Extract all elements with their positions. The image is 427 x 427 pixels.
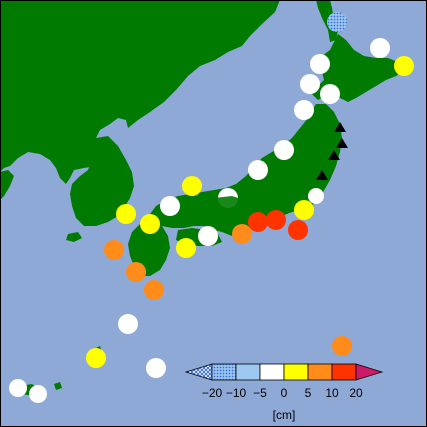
- station-tsushima: [116, 204, 136, 224]
- station-hokkaido-southwest: [300, 74, 320, 94]
- station-hokkaido-south: [320, 84, 340, 104]
- land-daito: [54, 382, 62, 390]
- triangle-marker-1: [334, 122, 346, 132]
- land-jeju: [66, 232, 82, 242]
- station-kyushu-northwest: [140, 214, 160, 234]
- land-asia-mainland: [0, 0, 280, 184]
- station-kyushu-southwest: [126, 262, 146, 282]
- station-hokkaido-west: [310, 54, 330, 74]
- station-sakishima-2: [29, 385, 47, 403]
- triangle-marker-3: [328, 150, 340, 160]
- land-hokkaido: [312, 34, 404, 102]
- station-kyushu-south: [144, 280, 164, 300]
- legend-bin-gt-20: [355, 363, 384, 381]
- station-sado: [248, 160, 268, 180]
- legend-bin-10-20: [331, 363, 357, 381]
- station-sakishima-1: [9, 379, 27, 397]
- station-kii: [232, 224, 252, 244]
- color-legend: −20 −10 −5 0 5 10 20 [cm]: [184, 363, 384, 422]
- station-tokai-2: [248, 212, 268, 232]
- station-choshi: [308, 188, 324, 204]
- sanriku-markers: [316, 122, 348, 180]
- station-tohoku-coast: [274, 140, 294, 160]
- station-tohoku-japan-sea: [294, 100, 314, 120]
- legend-unit-label: [cm]: [273, 408, 296, 422]
- station-shikoku-1: [198, 226, 218, 246]
- station-san-in: [182, 176, 202, 196]
- land-kyushu-overlay: [136, 236, 158, 262]
- station-kanto: [294, 200, 314, 220]
- legend-tick-0: 0: [281, 386, 288, 400]
- legend-tick-10: 10: [325, 386, 339, 400]
- land-sakhalin: [316, 0, 338, 42]
- land-china-coast: [0, 170, 14, 200]
- station-amami: [118, 314, 138, 334]
- station-tokai-1: [266, 210, 286, 230]
- land-korea: [70, 136, 134, 226]
- legend-tick-minus10: −10: [226, 386, 247, 400]
- station-hokuriku: [160, 196, 180, 216]
- legend-tick-20: 20: [349, 386, 363, 400]
- triangle-marker-4: [316, 170, 328, 180]
- legend-tick-minus5: −5: [253, 386, 267, 400]
- station-markers: [9, 12, 414, 403]
- legend-tick-5: 5: [305, 386, 312, 400]
- station-kyushu-west: [104, 240, 124, 260]
- station-shikoku-2: [176, 238, 196, 258]
- legend-bin-5-10: [307, 363, 333, 381]
- legend-bin-0-5: [283, 363, 309, 381]
- station-hokkaido-north: [327, 12, 347, 32]
- legend-bin-minus5-0: [259, 363, 285, 381]
- legend-bin-minus10-minus5: [235, 363, 261, 381]
- station-izu: [288, 220, 308, 240]
- triangle-marker-2: [336, 138, 348, 148]
- station-okinawa: [86, 348, 106, 368]
- station-hokkaido-east: [394, 56, 414, 76]
- station-daito: [146, 358, 166, 378]
- station-ogasawara: [332, 336, 352, 356]
- land-honshu-overlay: [196, 196, 244, 214]
- legend-bin-minus20-minus10: [211, 363, 237, 381]
- legend-tick-minus20: −20: [202, 386, 223, 400]
- station-hokkaido-northeast: [370, 38, 390, 58]
